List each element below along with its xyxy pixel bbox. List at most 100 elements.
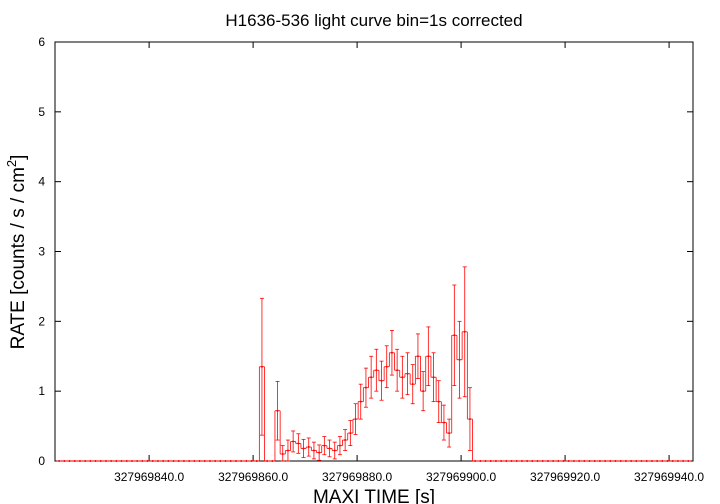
y-tick-label: 3 [38,245,45,259]
point [609,460,612,462]
point [115,460,118,462]
point [422,390,425,393]
point [94,460,97,462]
point [58,460,61,462]
point [260,365,263,368]
point [531,460,534,462]
point [557,460,560,462]
point [286,449,289,452]
point [500,460,503,462]
point [687,460,690,462]
point [453,334,456,337]
point [494,460,497,462]
point [614,460,617,462]
point [390,351,393,354]
point [510,460,513,462]
point [318,451,321,454]
point [375,369,378,372]
point [120,460,123,462]
point [578,460,581,462]
point [624,460,627,462]
point [250,460,253,462]
point [162,460,165,462]
point [546,460,549,462]
point [437,400,440,403]
point [442,421,445,424]
point [307,446,310,449]
y-axis-label: RATE [counts / s / cm2] [4,155,29,350]
point [536,460,539,462]
point [598,460,601,462]
point [193,460,196,462]
point [245,460,248,462]
point [323,444,326,447]
point [312,449,315,452]
point [208,460,211,462]
point [292,440,295,443]
point [406,372,409,375]
point [146,460,149,462]
point [526,460,529,462]
point [562,460,565,462]
point [572,460,575,462]
point [666,460,669,462]
point [635,460,638,462]
point [151,460,154,462]
point [276,409,279,412]
point [328,447,331,450]
point [177,460,180,462]
point [515,460,518,462]
y-tick-label: 5 [38,105,45,119]
point [156,460,159,462]
point [671,460,674,462]
point [203,460,206,462]
point [182,460,185,462]
x-axis-label: MAXI TIME [s] [313,487,435,504]
x-tick-label: 327969940.0 [634,470,704,484]
point [370,376,373,379]
point [448,432,451,435]
point [640,460,643,462]
point [234,460,237,462]
point [271,460,274,462]
point [266,460,269,462]
y-tick-label: 6 [38,35,45,49]
point [656,460,659,462]
point [645,460,648,462]
x-tick-label: 327969900.0 [426,470,496,484]
point [593,460,596,462]
point [541,460,544,462]
y-tick-label: 0 [38,454,45,468]
point [255,460,258,462]
point [520,460,523,462]
point [68,460,71,462]
point [338,444,341,447]
point [354,418,357,421]
point [281,453,284,456]
point [468,418,471,421]
y-tick-label: 1 [38,384,45,398]
point [583,460,586,462]
y-label-end: ] [8,155,29,160]
point [104,460,107,462]
point [167,460,170,462]
x-tick-label: 327969920.0 [530,470,600,484]
point [489,460,492,462]
point [89,460,92,462]
point [401,376,404,379]
point [141,460,144,462]
point [333,449,336,452]
point [198,460,201,462]
point [99,460,102,462]
point [396,369,399,372]
point [650,460,653,462]
point [172,460,175,462]
y-label-sup: 2 [4,160,19,167]
point [567,460,570,462]
point [416,355,419,358]
point [219,460,222,462]
point [385,365,388,368]
plot-frame [54,41,694,462]
point [619,460,622,462]
x-tick-label: 327969840.0 [114,470,184,484]
